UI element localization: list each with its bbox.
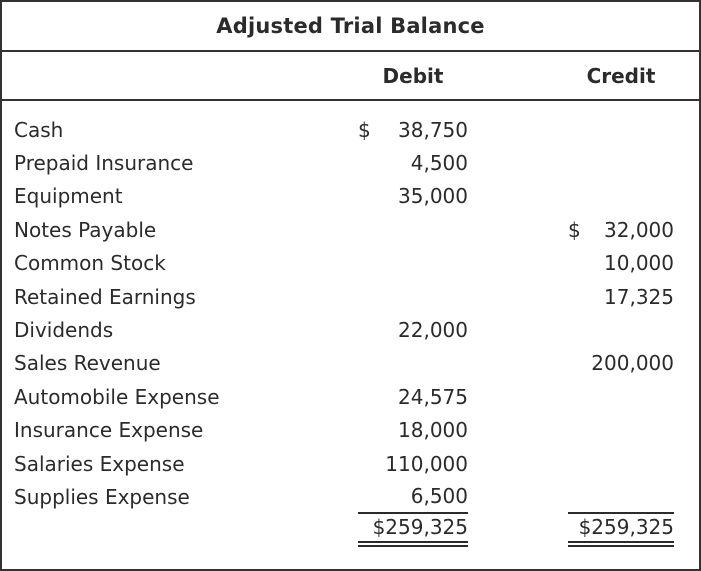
column-header-row: Debit Credit (2, 52, 699, 101)
debit-amount: 35,000 (398, 184, 468, 209)
account-name: Prepaid Insurance (14, 151, 194, 176)
table-title-row: Adjusted Trial Balance (2, 2, 699, 52)
credit-amount: 32,000 (604, 217, 674, 242)
page-title: Adjusted Trial Balance (216, 14, 485, 38)
credit-amount-cell: 200,000 (568, 347, 674, 380)
debit-amount-cell: 22,000 (358, 313, 468, 346)
account-name: Automobile Expense (14, 384, 220, 409)
table-row-automobile-expense: Automobile Expense 24,575 (2, 380, 699, 413)
column-header-debit: Debit (382, 63, 444, 88)
credit-amount-cell (568, 313, 674, 346)
credit-amount: 10,000 (604, 251, 674, 276)
account-name: Salaries Expense (14, 451, 185, 476)
debit-amount-cell: 24,575 (358, 380, 468, 413)
account-name: Notes Payable (14, 217, 157, 242)
table-row-equipment: Equipment 35,000 (2, 180, 699, 213)
credit-amount-cell (568, 447, 674, 480)
currency-symbol: $ (568, 217, 581, 242)
debit-amount-cell (358, 347, 468, 380)
credit-amount-cell (568, 480, 674, 514)
table-row-supplies-expense: Supplies Expense 6,500 (2, 480, 699, 514)
table-row-sales-revenue: Sales Revenue 200,000 (2, 347, 699, 380)
table-row-salaries-expense: Salaries Expense 110,000 (2, 447, 699, 480)
credit-amount-cell: 17,325 (568, 280, 674, 313)
account-name: Equipment (14, 184, 123, 209)
account-name: Sales Revenue (14, 351, 161, 376)
total-debit-cell: $259,325 (358, 514, 468, 548)
table-row-common-stock: Common Stock 10,000 (2, 247, 699, 280)
debit-amount: 4,500 (410, 151, 468, 176)
table-row-dividends: Dividends 22,000 (2, 313, 699, 346)
table-row-cash: Cash $ 38,750 (2, 113, 699, 146)
currency-symbol: $ (358, 117, 371, 142)
debit-amount-cell (358, 247, 468, 280)
total-credit-cell: $259,325 (568, 514, 674, 548)
debit-amount-cell (358, 213, 468, 246)
debit-amount-cell: 6,500 (358, 480, 468, 514)
debit-amount-cell: 4,500 (358, 146, 468, 179)
debit-amount: 110,000 (385, 451, 468, 476)
account-name: Cash (14, 117, 64, 142)
credit-amount-cell (568, 113, 674, 146)
credit-amount-cell (568, 380, 674, 413)
total-debit: $259,325 (372, 515, 468, 540)
account-name: Common Stock (14, 251, 166, 276)
account-name: Supplies Expense (14, 484, 190, 509)
credit-amount: 17,325 (604, 284, 674, 309)
debit-amount-cell: 18,000 (358, 414, 468, 447)
table-row-notes-payable: Notes Payable $ 32,000 (2, 213, 699, 246)
debit-amount-cell (358, 280, 468, 313)
account-name: Dividends (14, 318, 114, 343)
credit-amount: 200,000 (591, 351, 674, 376)
debit-amount: 24,575 (398, 384, 468, 409)
table-body: Cash $ 38,750 Prepaid Insurance 4,500 (2, 101, 699, 569)
debit-amount: 22,000 (398, 318, 468, 343)
debit-amount: 38,750 (398, 117, 468, 142)
table-row-retained-earnings: Retained Earnings 17,325 (2, 280, 699, 313)
totals-row: $259,325 $259,325 (2, 514, 699, 548)
credit-amount-cell (568, 414, 674, 447)
debit-amount-cell: $ 38,750 (358, 113, 468, 146)
debit-amount-cell: 110,000 (358, 447, 468, 480)
table-row-insurance-expense: Insurance Expense 18,000 (2, 414, 699, 447)
credit-amount-cell: 10,000 (568, 247, 674, 280)
debit-amount: 18,000 (398, 418, 468, 443)
account-name: Insurance Expense (14, 418, 204, 443)
debit-amount-cell: 35,000 (358, 180, 468, 213)
credit-amount-cell: $ 32,000 (568, 213, 674, 246)
account-name: Retained Earnings (14, 284, 196, 309)
debit-amount: 6,500 (410, 483, 468, 508)
credit-amount-cell (568, 146, 674, 179)
table-row-prepaid-insurance: Prepaid Insurance 4,500 (2, 146, 699, 179)
column-header-credit: Credit (586, 63, 656, 88)
credit-amount-cell (568, 180, 674, 213)
total-credit: $259,325 (578, 515, 674, 540)
